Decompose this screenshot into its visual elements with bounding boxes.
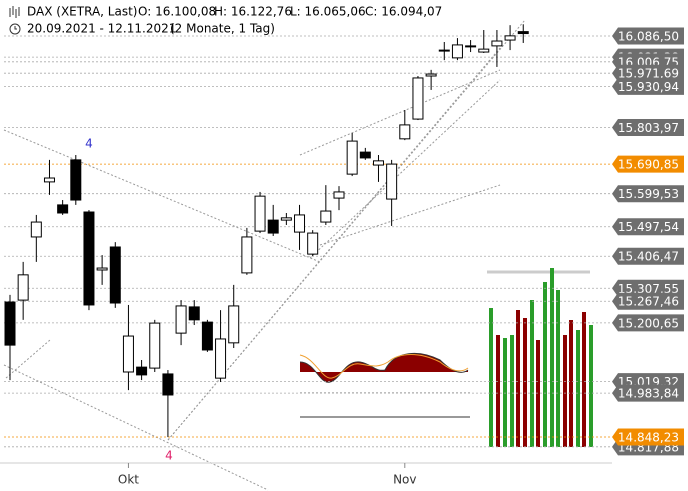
annotation: 4: [165, 449, 173, 463]
price-label: 15.406,47: [618, 250, 679, 264]
price-label: 15.803,97: [618, 121, 679, 135]
price-label-box: [612, 247, 684, 265]
candle-body: [333, 191, 345, 199]
candle-body: [228, 305, 240, 344]
candle-body: [96, 267, 108, 271]
candle-body: [425, 73, 437, 77]
x-tick-label: Okt: [118, 473, 139, 487]
header: DAX (XETRA, Last) O: 16.100,08 H: 16.122…: [9, 5, 442, 36]
price-label-box: [612, 185, 684, 203]
candle-body: [386, 163, 398, 200]
candle-body: [175, 305, 187, 334]
price-label-box: [612, 64, 684, 82]
candle-body: [17, 274, 29, 301]
candle-body: [241, 236, 253, 274]
price-label-box: [612, 279, 684, 297]
candle-body: [399, 124, 411, 140]
annotation: 4: [85, 137, 93, 151]
close-text: C: 16.094,07: [365, 5, 442, 19]
price-label-box: [612, 155, 684, 173]
candle-body: [136, 366, 148, 376]
price-label: 14.983,84: [618, 387, 679, 401]
candle-body: [201, 321, 213, 351]
trend-lines: [3, 19, 526, 491]
candle-body: [43, 177, 55, 183]
candle-body: [372, 160, 384, 166]
candle-body: [109, 246, 121, 304]
candle-body: [517, 31, 529, 35]
price-label: 14.848,23: [618, 431, 679, 445]
candle-body: [478, 48, 490, 53]
price-label-box: [612, 292, 684, 310]
price-label: 15.930,94: [618, 80, 679, 94]
price-label: 15.971,69: [618, 67, 679, 81]
price-label-box: [612, 384, 684, 402]
x-tick-label: Nov: [393, 473, 416, 487]
candle-body: [30, 221, 42, 238]
price-label: 15.267,46: [618, 295, 679, 309]
price-label-box: [612, 314, 684, 332]
candle-body: [70, 159, 82, 201]
price-label: 15.307,55: [618, 282, 679, 296]
candle-body: [465, 45, 477, 48]
price-label-box: [612, 77, 684, 95]
price-label: 15.497,54: [618, 220, 679, 234]
candle-body: [149, 322, 161, 369]
subtitle: 20.09.2021 - 12.11.2021: [27, 22, 176, 36]
price-label: 15.599,53: [618, 187, 679, 201]
price-label-box: [612, 428, 684, 446]
candle-body: [359, 151, 371, 159]
candle-body: [83, 211, 95, 306]
volume-panel: [487, 268, 593, 447]
candle-body: [307, 232, 319, 255]
price-label: 16.086,50: [618, 30, 679, 44]
candle-body: [254, 195, 266, 232]
clock-icon: [9, 23, 21, 35]
period: (2 Monate, 1 Tag): [170, 22, 275, 36]
low-text: L: 16.065,06: [290, 5, 366, 19]
candle-body: [267, 219, 279, 234]
open-text: O: 16.100,08: [138, 5, 216, 19]
candle-body: [491, 40, 503, 47]
candle-body: [57, 204, 69, 214]
candle-body: [4, 301, 16, 346]
candle-body: [504, 35, 516, 41]
candle-body: [346, 140, 358, 175]
price-label-box: [612, 119, 684, 137]
candle-body: [188, 306, 200, 321]
price-label: 15.690,85: [618, 158, 679, 172]
price-label-box: [612, 27, 684, 45]
price-label: 15.200,65: [618, 316, 679, 330]
price-label-box: [612, 218, 684, 236]
candle-body: [280, 217, 292, 221]
candle-body: [438, 49, 450, 52]
candle-body: [162, 373, 174, 396]
candle-body: [412, 77, 424, 120]
chart-title: DAX (XETRA, Last): [27, 5, 137, 19]
high-text: H: 16.122,76: [214, 5, 292, 19]
candle-body: [451, 44, 463, 59]
candle-body: [122, 335, 134, 373]
oscillator-panel: [299, 352, 470, 418]
bars-icon: [9, 6, 20, 18]
candle-body: [294, 214, 306, 233]
candle-body: [320, 210, 332, 223]
candle-body: [215, 338, 227, 379]
